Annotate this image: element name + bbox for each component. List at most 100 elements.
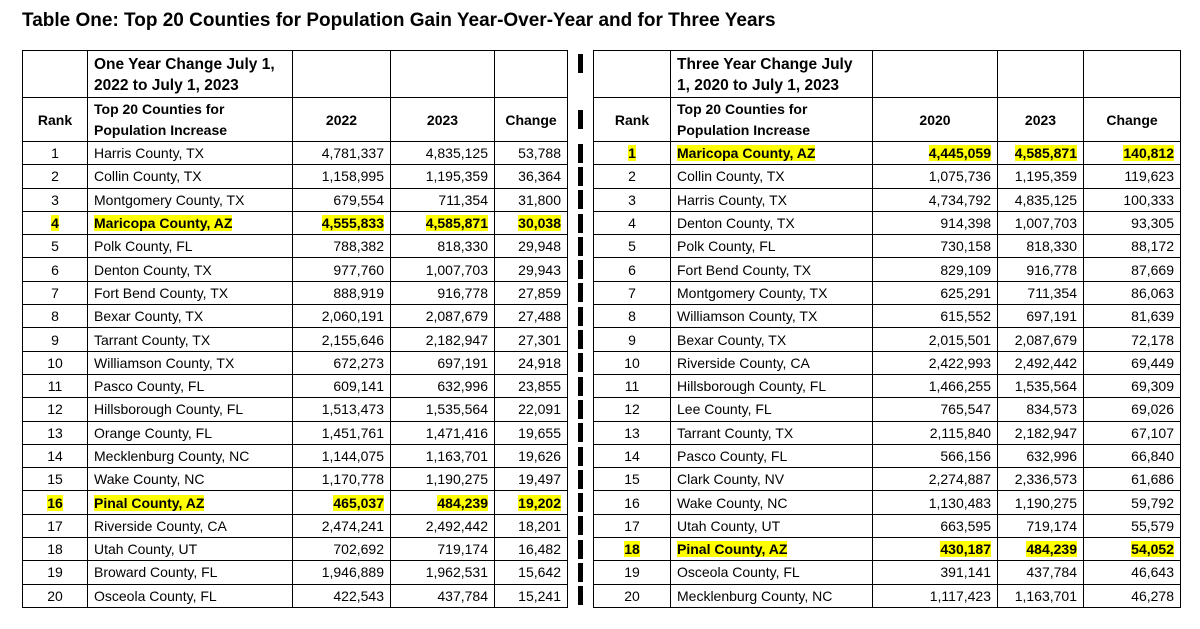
table-cell: 697,191 [997,304,1084,329]
table-cell: 27,859 [494,280,568,306]
table-cell: 59,792 [1083,490,1181,515]
table-cell: 2022 [292,97,391,142]
cell-text: 1,451,761 [321,424,384,441]
cell-text: 4 [628,215,636,232]
cell-text: 2,492,442 [1014,354,1077,371]
cell-text: 1,195,359 [425,168,488,185]
table-cell: 5 [22,234,88,259]
table-cell: 1 [22,140,88,166]
table-cell: 17 [22,513,88,539]
table-cell: 10 [22,350,88,375]
table-cell: 1,195,359 [997,164,1084,189]
cell-text: 977,760 [333,261,384,278]
cell-text: 1,007,703 [425,261,488,278]
table-cell [22,50,88,98]
cell-text: Clark County, NV [677,471,785,488]
table-cell: 4,585,871 [997,140,1084,166]
cell-text: Lee County, FL [677,401,772,418]
separator-bar [578,53,583,73]
separator [567,304,594,328]
cell-text: 15 [47,471,63,488]
cell-text: 20 [47,587,63,604]
table-cell: 31,800 [494,187,568,212]
cell-text: 69,449 [1131,354,1174,371]
table-cell: 13 [22,420,88,445]
cell-text: 1,117,423 [929,587,991,604]
cell-text: 1,190,275 [1014,494,1077,511]
separator-bar [578,399,583,419]
data-row: 2 Collin County, TX 1,158,995 1,195,359 36,3… [22,164,1181,189]
table-cell: Lee County, FL [670,397,873,422]
cell-text: 2,422,993 [928,354,991,371]
cell-text: 916,778 [437,284,488,301]
table-cell: 2023 [997,97,1084,142]
cell-text: 11 [47,378,63,395]
table-cell: Pinal County, AZ [87,490,293,515]
table-cell: Montgomery County, TX [87,187,293,212]
cell-text: 2,115,840 [929,424,991,441]
table-cell: Denton County, TX [87,257,293,282]
table-title: Table One: Top 20 Counties for Populatio… [22,10,776,31]
cell-text: 711,354 [1027,284,1077,301]
table-cell: Riverside County, CA [87,513,293,539]
separator [567,584,594,608]
table-cell: Pasco County, FL [87,373,293,399]
table-cell: 2,336,573 [997,467,1084,492]
cell-text: 818,330 [437,238,488,255]
table-cell: 834,573 [997,397,1084,422]
table-cell: 36,364 [494,164,568,189]
table-cell: Tarrant County, TX [87,327,293,352]
table-cell: 3 [593,187,671,212]
data-row: 15 Wake County, NC 1,170,778 1,190,275 19,49… [22,467,1181,492]
table-cell: 18 [22,537,88,562]
table-cell: 6 [22,257,88,282]
cell-text: 1,190,275 [425,471,488,488]
cell-text: 86,063 [1131,284,1174,301]
cell-text: Top 20 Counties for Population Increase [94,100,228,138]
cell-text: Bexar County, TX [677,331,787,348]
table-cell: 23,855 [494,373,568,399]
table-cell: Polk County, FL [87,234,293,259]
table-cell: 2 [593,164,671,189]
table-cell: 4,781,337 [292,140,391,166]
cell-text: 2,492,442 [425,517,488,534]
separator-bar [578,330,583,350]
cell-text: 1,075,736 [928,168,991,185]
cell-text: Fort Bend County, TX [677,261,812,278]
cell-text: 4,585,871 [425,215,488,232]
table-cell: 20 [593,583,671,608]
cell-text: 2,274,887 [928,471,991,488]
cell-text: 87,669 [1131,261,1174,278]
table-cell: Hillsborough County, FL [87,397,293,422]
separator [567,281,594,305]
separator-bar [578,166,583,186]
cell-text: 17 [47,517,63,534]
cell-text: 484,239 [1026,541,1077,558]
cell-text: 69,026 [1131,401,1174,418]
table-cell: 54,052 [1083,537,1181,562]
cell-text: 13 [624,424,640,441]
cell-text: 19,626 [518,448,561,464]
separator-bar [578,283,583,303]
cell-text: 14 [624,448,640,464]
table-cell: Fort Bend County, TX [87,280,293,306]
cell-text: 2,155,646 [321,331,384,348]
cell-text: 23,855 [518,378,561,395]
table-cell: 1,163,701 [997,583,1084,608]
separator [567,327,594,352]
cell-text: 625,291 [940,284,991,301]
table-cell: Three Year Change July 1, 2020 to July 1… [670,50,873,98]
table-cell: Pasco County, FL [670,443,873,469]
table-cell: 1,190,275 [390,467,495,492]
table-cell: Polk County, FL [670,234,873,259]
cell-text: 5 [51,238,59,255]
data-table: One Year Change July 1, 2022 to July 1, … [22,50,1181,608]
table-cell: 765,547 [872,397,998,422]
cell-text: Pinal County, AZ [677,541,788,558]
cell-text: Utah County, UT [677,517,781,534]
table-cell: 719,174 [390,537,495,562]
table-cell: 430,187 [872,537,998,562]
cell-text: 4,835,125 [425,145,488,162]
cell-text: 15,241 [518,587,561,604]
cell-text: Maricopa County, AZ [94,215,233,232]
